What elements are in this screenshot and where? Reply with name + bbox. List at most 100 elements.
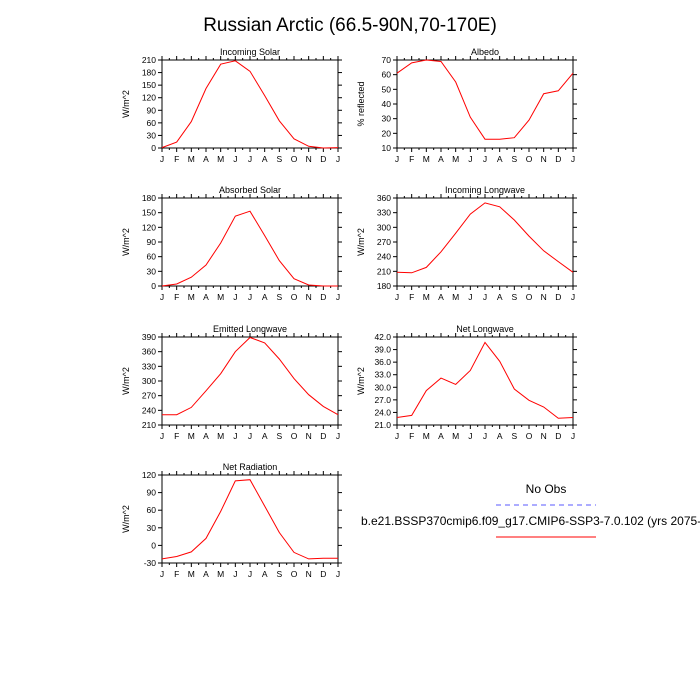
y-axis-label: W/m^2: [121, 228, 131, 256]
x-tick-label: S: [511, 292, 517, 302]
legend-model-label: b.e21.BSSP370cmip6.f09_g17.CMIP6-SSP3-7.…: [361, 514, 700, 528]
y-tick-label: 240: [377, 252, 391, 262]
x-tick-label: J: [468, 154, 472, 164]
x-tick-label: F: [409, 154, 414, 164]
y-axis-label: W/m^2: [121, 367, 131, 395]
x-tick-label: J: [336, 431, 340, 441]
x-tick-label: F: [174, 569, 179, 579]
y-axis-label: % reflected: [356, 81, 366, 126]
y-tick-label: -30: [144, 558, 157, 568]
y-tick-label: 210: [142, 420, 156, 430]
x-tick-label: J: [395, 292, 399, 302]
x-tick-label: A: [497, 431, 503, 441]
x-tick-label: S: [276, 431, 282, 441]
x-tick-label: F: [174, 154, 179, 164]
y-tick-label: 330: [142, 361, 156, 371]
series-line-1: [396, 202, 574, 274]
x-tick-label: O: [291, 569, 298, 579]
y-tick-label: 40: [382, 99, 392, 109]
x-tick-label: J: [395, 154, 399, 164]
y-tick-label: 42.0: [374, 332, 391, 342]
x-tick-label: J: [248, 569, 252, 579]
y-tick-label: 21.0: [374, 420, 391, 430]
x-tick-label: J: [571, 154, 575, 164]
legend-obs-label: No Obs: [526, 482, 567, 496]
y-tick-label: 70: [382, 55, 392, 65]
x-tick-label: N: [306, 569, 312, 579]
x-tick-label: N: [541, 292, 547, 302]
x-tick-label: A: [497, 154, 503, 164]
y-tick-label: 240: [142, 405, 156, 415]
panel-title: Albedo: [471, 47, 499, 57]
y-tick-label: 30: [147, 523, 157, 533]
x-tick-label: J: [468, 431, 472, 441]
y-tick-label: 24.0: [374, 407, 391, 417]
x-tick-label: J: [483, 154, 487, 164]
x-tick-label: S: [511, 154, 517, 164]
x-tick-label: N: [306, 431, 312, 441]
panel-title: Net Radiation: [223, 462, 278, 472]
y-tick-label: 0: [151, 143, 156, 153]
x-tick-label: D: [555, 292, 561, 302]
x-tick-label: M: [188, 569, 195, 579]
y-tick-label: 150: [142, 208, 156, 218]
series-line-1: [162, 336, 339, 416]
figure-title: Russian Arctic (66.5-90N,70-170E): [203, 15, 497, 36]
x-tick-label: J: [160, 569, 164, 579]
y-tick-label: 120: [142, 222, 156, 232]
x-tick-label: D: [320, 292, 326, 302]
y-tick-label: 30: [147, 266, 157, 276]
x-tick-label: M: [423, 431, 430, 441]
y-tick-label: 150: [142, 80, 156, 90]
x-tick-label: O: [526, 292, 533, 302]
x-tick-label: N: [306, 292, 312, 302]
series-line-1: [161, 210, 338, 287]
x-tick-label: O: [526, 154, 533, 164]
y-tick-label: 39.0: [374, 345, 391, 355]
x-tick-label: M: [217, 431, 224, 441]
x-tick-label: M: [452, 154, 459, 164]
x-tick-label: J: [160, 292, 164, 302]
y-tick-label: 120: [142, 93, 156, 103]
x-tick-label: J: [248, 431, 252, 441]
x-tick-label: J: [468, 292, 472, 302]
y-tick-label: 60: [147, 118, 157, 128]
panel-title: Incoming Solar: [220, 47, 280, 57]
y-tick-label: 210: [142, 55, 156, 65]
x-tick-label: A: [262, 154, 268, 164]
x-tick-label: F: [174, 292, 179, 302]
x-tick-label: S: [276, 569, 282, 579]
x-tick-label: N: [541, 431, 547, 441]
x-tick-label: A: [438, 292, 444, 302]
y-tick-label: 390: [142, 332, 156, 342]
panel-title: Net Longwave: [456, 324, 514, 334]
x-tick-label: D: [555, 431, 561, 441]
x-tick-label: J: [483, 292, 487, 302]
y-tick-label: 60: [147, 252, 157, 262]
y-tick-label: 60: [147, 505, 157, 515]
x-tick-label: J: [336, 292, 340, 302]
x-tick-label: M: [217, 569, 224, 579]
x-tick-label: A: [203, 569, 209, 579]
x-tick-label: M: [452, 431, 459, 441]
y-tick-label: 120: [142, 470, 156, 480]
y-tick-label: 30: [147, 130, 157, 140]
x-tick-label: J: [248, 154, 252, 164]
x-tick-label: N: [541, 154, 547, 164]
y-tick-label: 20: [382, 128, 392, 138]
y-tick-label: 360: [377, 193, 391, 203]
y-tick-label: 33.0: [374, 370, 391, 380]
x-tick-label: M: [423, 292, 430, 302]
x-tick-label: A: [497, 292, 503, 302]
y-axis-label: W/m^2: [356, 367, 366, 395]
x-tick-label: M: [217, 292, 224, 302]
y-tick-label: 300: [377, 222, 391, 232]
x-tick-label: J: [160, 154, 164, 164]
x-tick-label: O: [291, 292, 298, 302]
x-tick-label: D: [320, 431, 326, 441]
series-line-1: [396, 59, 574, 140]
